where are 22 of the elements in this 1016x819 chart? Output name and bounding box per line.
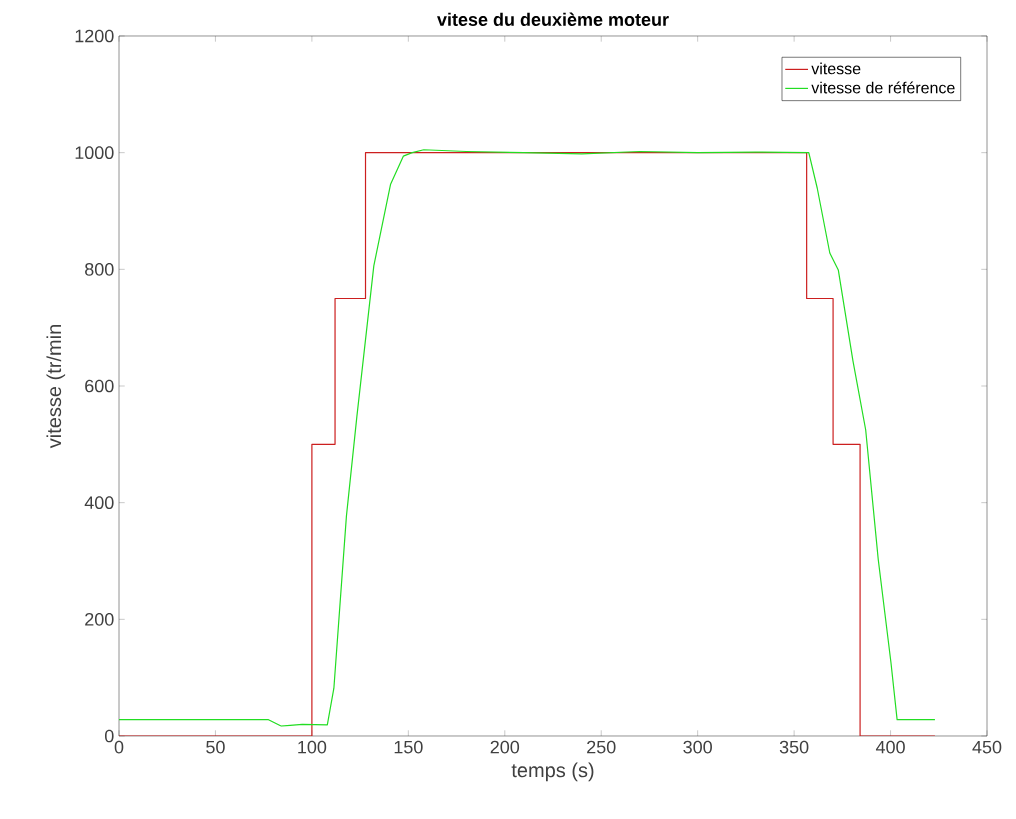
x-tick-label: 100	[298, 740, 327, 754]
x-axis-title: temps (s)	[511, 762, 594, 782]
x-tick-label: 200	[490, 740, 520, 754]
legend-label: vitesse de référence	[811, 81, 955, 94]
x-tick-label: 450	[972, 740, 1002, 754]
y-tick-label: 200	[85, 612, 114, 626]
chart-title: vitese du deuxième moteur	[437, 12, 669, 26]
x-tick-label: 400	[875, 740, 905, 754]
legend-label: vitesse	[811, 62, 861, 75]
y-tick-label: 1200	[75, 29, 114, 43]
y-axis-title: vitesse (tr/min	[46, 325, 66, 449]
y-tick-label: 400	[84, 496, 114, 510]
y-tick-label: 1000	[75, 146, 114, 160]
y-tick-label: 800	[85, 262, 114, 276]
x-tick-label: 0	[114, 740, 124, 754]
x-tick-label: 50	[206, 740, 225, 754]
x-tick-label: 250	[587, 740, 616, 754]
y-tick-label: 0	[105, 729, 114, 743]
x-tick-label: 150	[394, 740, 423, 754]
x-tick-label: 300	[683, 740, 712, 754]
y-tick-label: 600	[85, 379, 114, 393]
x-tick-label: 350	[779, 740, 809, 754]
